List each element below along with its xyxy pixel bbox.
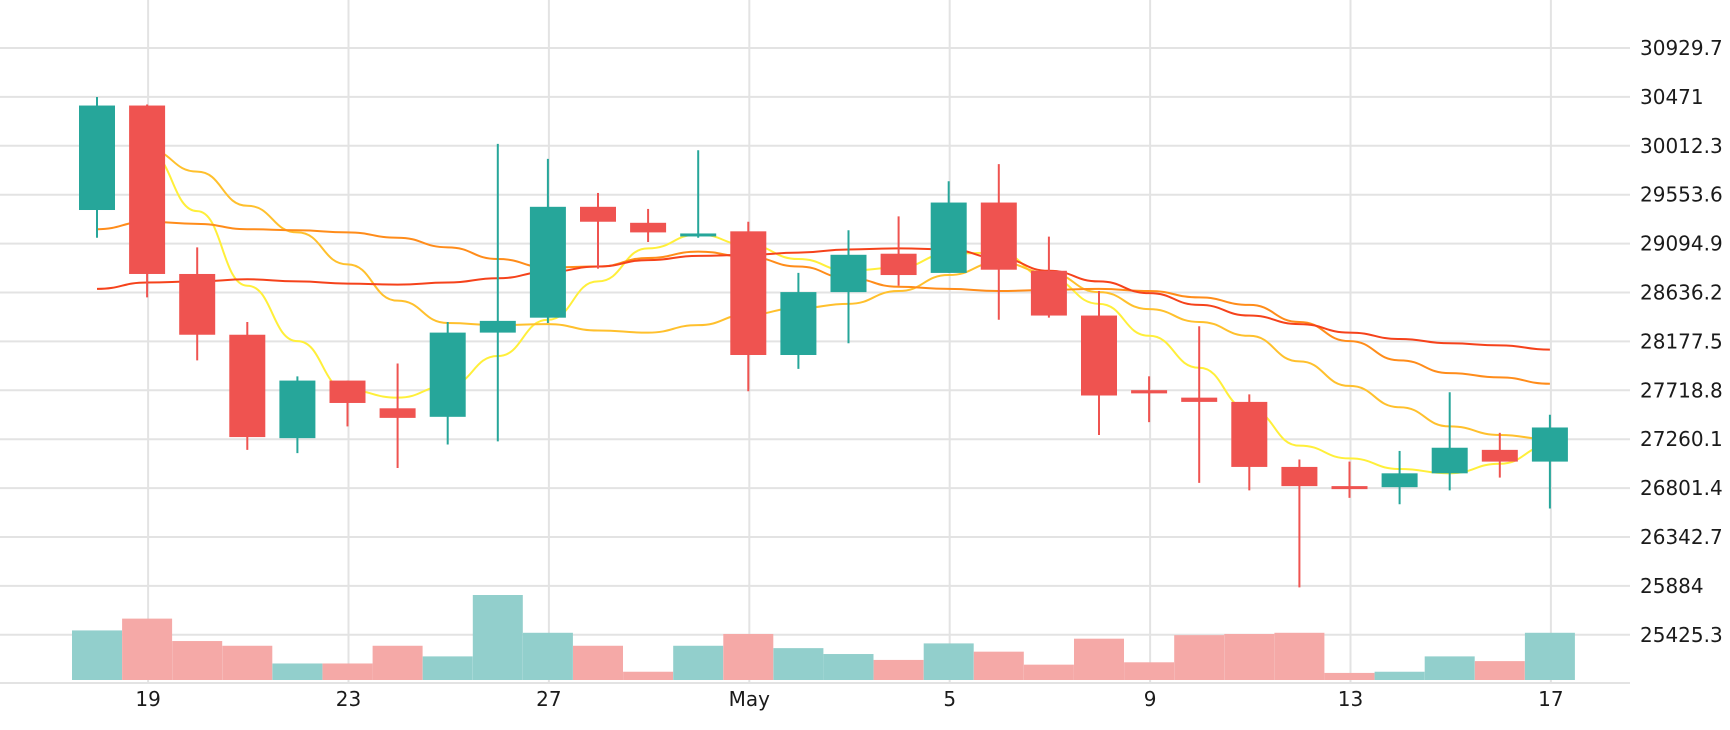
volume-bar [1174,635,1225,680]
x-tick-label: 19 [135,687,160,711]
candle-body [680,233,717,237]
volume-bars [72,595,1575,680]
x-tick-label: 9 [1144,687,1157,711]
x-tick-label: May [729,687,771,711]
volume-bar [522,632,573,680]
volume-bar [1424,656,1475,680]
volume-bar [72,630,122,680]
candle-body [1181,397,1218,402]
candle-body [1331,486,1368,490]
x-tick-label: 17 [1538,687,1563,711]
volume-bar [1124,662,1175,680]
y-tick-label: 30471 [1640,85,1704,109]
volume-bar [773,648,824,680]
volume-bar [1324,672,1375,680]
candle-body [479,320,516,333]
x-tick-label: 13 [1338,687,1363,711]
volume-bar [723,633,774,680]
candle-body [930,202,967,273]
x-axis-tick-labels: 19 23 27 May 5 9 13 17 [135,687,1563,711]
volume-bar [1224,633,1275,680]
volume-bar [823,654,874,680]
candle-body [529,206,566,318]
volume-bar [1374,671,1425,680]
volume-bar [322,663,373,680]
y-tick-label: 29553.6 [1640,183,1723,207]
candle-body [179,273,216,335]
volume-bar [923,643,974,680]
candle-body [1131,390,1168,394]
volume-bar [573,645,623,680]
volume-bar [1023,664,1074,680]
y-tick-label: 25425.3 [1640,623,1723,647]
volume-bar [272,663,323,680]
y-axis-tick-labels: 30929.7 30471 30012.3 29553.6 29094.9 28636.2… [1640,36,1723,647]
volume-bar [222,645,273,680]
moving-average-line [96,247,1550,351]
candle-body [1081,315,1117,396]
candle-body [1481,449,1518,462]
candle-body [730,231,767,355]
volume-bar [973,651,1024,680]
y-tick-label: 28177.5 [1640,329,1723,353]
candle-body [379,408,416,418]
candle-body [1431,447,1468,474]
volume-bar [1524,632,1575,680]
moving-average-line [96,220,1550,385]
x-tick-label: 5 [943,687,956,711]
candle-body [980,202,1017,270]
x-tick-label: 27 [536,687,561,711]
volume-bar [472,595,523,680]
candle-body [780,292,817,355]
y-tick-label: 28636.2 [1640,281,1723,305]
candle-body [429,332,466,417]
y-tick-label: 27260.1 [1640,427,1723,451]
candle-body [630,222,667,233]
y-tick-label: 30929.7 [1640,36,1723,60]
candle-body [129,105,166,274]
candle-body [1231,401,1268,467]
y-tick-label: 26342.7 [1640,525,1723,549]
candle-body [79,105,115,211]
candle-body [1531,427,1568,462]
x-tick-label: 23 [336,687,361,711]
y-tick-label: 25884 [1640,574,1704,598]
volume-bar [673,645,724,680]
volume-bar [873,659,924,680]
y-tick-label: 26801.4 [1640,476,1723,500]
candle-body [1030,270,1067,316]
volume-bar [422,656,473,680]
candle-body [830,254,867,293]
y-tick-label: 29094.9 [1640,232,1723,256]
volume-bar [172,641,223,680]
candle-body [329,380,366,403]
volume-bar [1474,661,1525,680]
candle-body [880,253,917,276]
volume-bar [1074,638,1124,680]
y-tick-label: 30012.3 [1640,134,1723,158]
volume-bar [372,645,423,680]
candle-body [1381,473,1418,488]
candle-body [580,206,616,222]
candles [79,97,1568,588]
candle-body [279,380,316,439]
candle-body [1281,466,1318,487]
volume-bar [623,671,674,680]
volume-bar [122,618,173,680]
volume-bar [1274,632,1325,680]
candle-body [229,334,266,438]
y-tick-label: 27718.8 [1640,378,1723,402]
